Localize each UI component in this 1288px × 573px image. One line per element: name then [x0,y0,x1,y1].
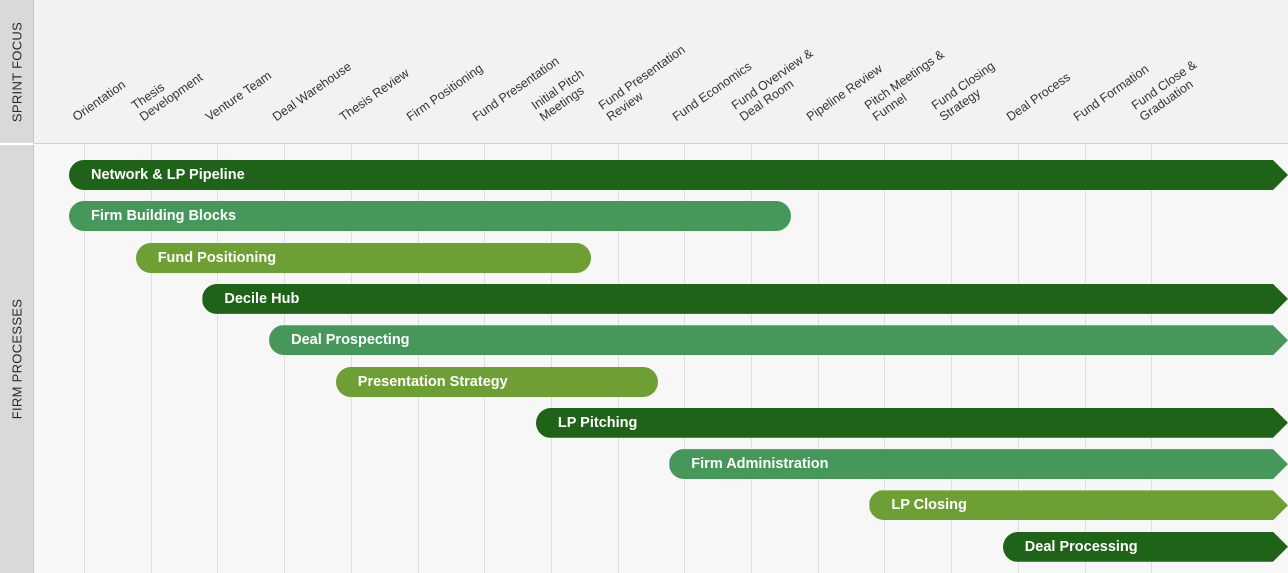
sprint-label-line: Deal Process [1003,69,1073,124]
sprint-gridline [484,144,486,573]
sprint-gridline [617,144,619,573]
sprint-label: Venture Team [203,68,274,124]
process-bar: LP Pitching [536,408,1288,438]
sprint-gridline [417,144,419,573]
process-bar: Deal Processing [1003,532,1288,562]
sprint-gridline [751,144,752,573]
process-bar: Fund Positioning [135,242,591,273]
firm-processes-rail: FIRM PROCESSES [0,145,34,573]
sprint-focus-rail: SPRINT FOCUS [0,0,34,144]
sprint-gridline [817,144,819,573]
sprint-gridline [150,144,152,573]
sprint-gridline [951,144,953,573]
process-grid: Network & LP Pipeline Firm Building Block… [34,144,1288,573]
sprint-gridline [217,144,219,573]
sprint-label: Thesis Development [129,59,205,124]
process-bar: LP Closing [869,490,1288,520]
sprint-gridline [1084,144,1086,573]
sprint-gridline [350,144,352,573]
sprint-gridline [684,144,686,573]
sprint-header: Orientation Thesis Development Venture Team… [34,0,1288,144]
process-bar: Network & LP Pipeline [69,160,1288,190]
process-bar: Decile Hub [202,284,1288,314]
sprint-gridline [884,144,886,573]
sprint-gridline [84,144,85,573]
sprint-label-line: Venture Team [203,68,275,124]
process-bar: Firm Building Blocks [69,201,791,232]
firm-processes-label: FIRM PROCESSES [9,298,24,420]
process-bar: Deal Prospecting [269,325,1288,355]
sprint-label-line: Orientation [69,77,129,124]
sprint-gridline [1017,144,1019,573]
sprint-gridline [550,144,552,573]
sprint-focus-label: SPRINT FOCUS [9,21,24,122]
process-bar: Presentation Strategy [335,366,658,397]
sprint-label: Orientation [70,77,128,124]
sprint-label: Deal Process [1004,70,1073,124]
sprint-gridline [1151,144,1153,573]
sprint-gridline [284,144,286,573]
process-bar: Firm Administration [669,449,1288,479]
